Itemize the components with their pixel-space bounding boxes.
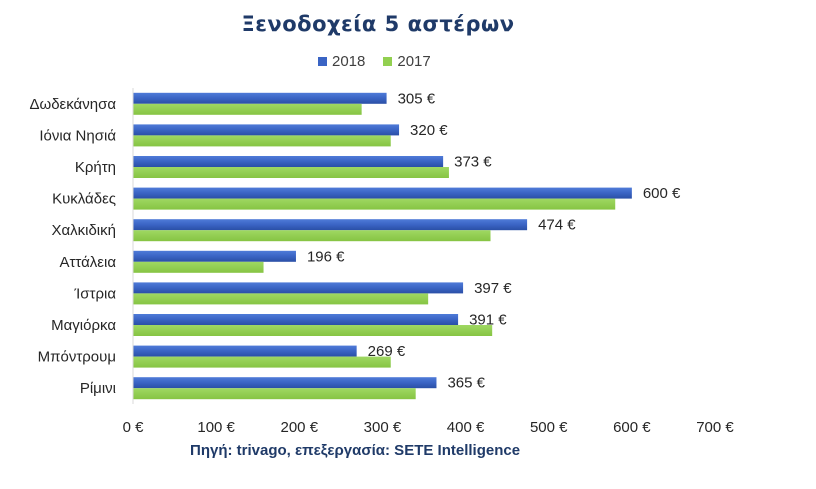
- data-label-2018-9: 365 €: [447, 375, 485, 392]
- y-tick-label-6: Ίστρια: [74, 285, 117, 302]
- y-tick-label-4: Χαλκιδική: [51, 222, 116, 239]
- y-tick-label-7: Μαγιόρκα: [51, 317, 116, 334]
- bar-2018-1: [133, 124, 400, 136]
- x-tick-label-1: 100 €: [197, 419, 235, 436]
- data-label-2018-4: 474 €: [538, 217, 576, 234]
- data-label-2018-3: 600 €: [643, 185, 681, 202]
- data-label-2018-5: 196 €: [307, 248, 345, 265]
- x-tick-label-2: 200 €: [281, 419, 319, 436]
- data-label-2018-0: 305 €: [398, 90, 436, 107]
- source-note: Πηγή: trivago, επεξεργασία: SETE Intelli…: [190, 442, 521, 459]
- bar-2018-5: [133, 250, 296, 262]
- bar-2017-1: [133, 135, 391, 147]
- y-tick-label-8: Μπόντρουμ: [38, 349, 116, 366]
- x-tick-label-3: 300 €: [364, 419, 402, 436]
- bar-2018-4: [133, 219, 528, 231]
- bar-2017-5: [133, 261, 264, 273]
- data-label-2018-7: 391 €: [469, 311, 507, 328]
- bar-2017-0: [133, 103, 362, 115]
- bar-2018-2: [133, 156, 444, 167]
- bar-2017-3: [133, 198, 616, 210]
- bar-2018-0: [133, 92, 387, 104]
- legend-swatch-2018: [318, 57, 327, 66]
- bar-2018-6: [133, 282, 464, 294]
- bar-2018-7: [133, 314, 459, 325]
- bar-2018-3: [133, 187, 632, 199]
- x-tick-label-4: 400 €: [447, 419, 485, 436]
- y-tick-label-3: Κυκλάδες: [52, 191, 116, 208]
- chart-legend: 2018 2017: [318, 53, 431, 70]
- x-tick-label-6: 600 €: [613, 419, 651, 436]
- legend-label-2017: 2017: [397, 53, 431, 70]
- x-tick-label-5: 500 €: [530, 419, 568, 436]
- x-tick-label-0: 0 €: [123, 419, 145, 436]
- legend-item-2017: 2017: [383, 53, 431, 70]
- bar-2017-4: [133, 230, 491, 242]
- data-label-2018-2: 373 €: [454, 153, 492, 170]
- chart-title: Ξενοδοχεία 5 αστέρων: [241, 12, 515, 36]
- bar-2017-2: [133, 167, 449, 178]
- bar-2017-9: [133, 388, 416, 400]
- y-tick-label-9: Ρίμινι: [80, 380, 116, 397]
- legend-item-2018: 2018: [318, 53, 365, 70]
- y-tick-label-0: Δωδεκάνησα: [29, 96, 116, 113]
- y-tick-label-5: Αττάλεια: [59, 254, 116, 271]
- legend-label-2018: 2018: [332, 53, 366, 70]
- bar-2018-9: [133, 377, 437, 389]
- bar-2017-6: [133, 293, 429, 305]
- x-tick-label-7: 700 €: [696, 419, 734, 436]
- data-label-2018-1: 320 €: [410, 122, 448, 139]
- y-tick-label-1: Ιόνια Νησιά: [39, 127, 116, 144]
- bar-2018-8: [133, 345, 357, 357]
- bar-2017-8: [133, 356, 391, 368]
- data-label-2018-8: 269 €: [368, 343, 406, 360]
- bar-2017-7: [133, 325, 493, 336]
- y-tick-label-2: Κρήτη: [75, 159, 116, 176]
- data-label-2018-6: 397 €: [474, 280, 512, 297]
- legend-swatch-2017: [383, 57, 393, 66]
